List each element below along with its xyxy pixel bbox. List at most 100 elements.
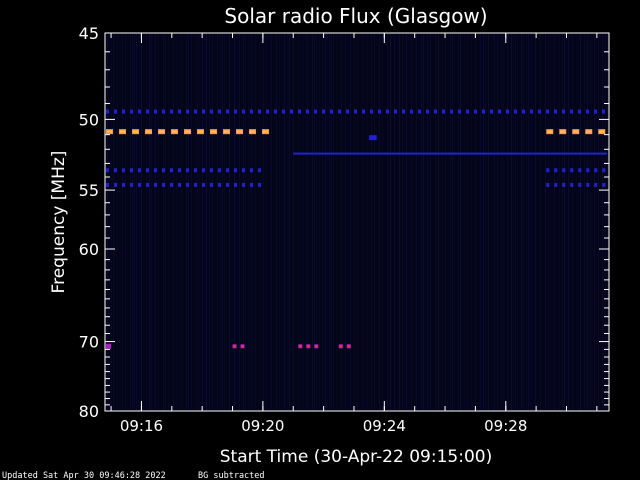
- band-segment: [194, 182, 198, 187]
- noise-streak: [263, 34, 264, 410]
- noise-streak: [276, 34, 277, 410]
- band-segment: [578, 168, 582, 173]
- background-note: BG subtracted: [198, 471, 265, 480]
- noise-streak: [374, 34, 375, 410]
- band-segment: [482, 109, 486, 114]
- noise-streak: [209, 34, 210, 410]
- band-segment: [122, 109, 126, 114]
- band-segment: [218, 168, 222, 173]
- noise-streak: [229, 34, 230, 410]
- noise-streak: [559, 34, 560, 410]
- noise-streak: [243, 34, 244, 410]
- y-tick-label: 45: [79, 24, 99, 43]
- band-segment: [426, 109, 430, 114]
- noise-streak: [333, 34, 334, 410]
- band-segment: [602, 168, 606, 173]
- updated-timestamp: Updated Sat Apr 30 09:46:28 2022: [2, 471, 166, 480]
- band-segment: [514, 109, 518, 114]
- noise-streak: [594, 34, 595, 410]
- noise-streak: [554, 34, 555, 410]
- noise-streak: [173, 34, 174, 410]
- band-core: [107, 130, 113, 133]
- band-segment: [242, 109, 246, 114]
- noise-streak: [523, 34, 524, 410]
- band-segment: [178, 182, 182, 187]
- x-axis: 09:16 09:20 09:24 09:28: [110, 33, 598, 435]
- noise-streak: [467, 34, 468, 410]
- noise-streak: [430, 34, 431, 410]
- emission-bands: [106, 109, 607, 349]
- band-segment: [106, 343, 112, 349]
- band-segment: [186, 182, 190, 187]
- noise-streak: [517, 34, 518, 410]
- band-core: [263, 130, 269, 133]
- band-segment: [522, 109, 526, 114]
- noise-streak: [271, 34, 272, 410]
- noise-streak: [322, 34, 323, 410]
- noise-streak: [113, 34, 114, 410]
- band-segment: [506, 109, 510, 114]
- band-segment: [282, 109, 286, 114]
- plot-frame: [104, 32, 610, 412]
- band-segment: [226, 182, 230, 187]
- noise-streak: [607, 34, 608, 410]
- noise-streak: [526, 34, 527, 410]
- band-segment: [362, 109, 366, 114]
- noise-streak: [111, 34, 112, 410]
- noise-streak: [279, 34, 280, 410]
- noise-streak: [284, 34, 285, 410]
- noise-streak: [483, 34, 484, 410]
- band-segment: [554, 109, 558, 114]
- noise-streak: [350, 34, 351, 410]
- noise-streak: [336, 34, 337, 410]
- noise-streak: [471, 34, 472, 410]
- band-segment: [586, 182, 590, 187]
- noise-streak: [454, 34, 455, 410]
- noise-streak: [494, 34, 495, 410]
- band-segment: [474, 109, 478, 114]
- noise-streak: [117, 34, 118, 410]
- noise-streak: [406, 34, 407, 410]
- y-tick-label: 60: [79, 240, 99, 259]
- noise-streak: [531, 34, 532, 410]
- band-core: [159, 130, 165, 133]
- band-segment: [162, 168, 166, 173]
- band-segment: [226, 168, 230, 173]
- band-segment: [293, 152, 607, 155]
- noise-streak: [602, 34, 603, 410]
- noise-streak: [460, 34, 461, 410]
- band-segment: [418, 109, 422, 114]
- band-segment: [538, 109, 542, 114]
- noise-streak: [485, 34, 486, 410]
- band-segment: [186, 109, 190, 114]
- noise-streak: [312, 34, 313, 410]
- band-core: [347, 345, 350, 348]
- noise-streak: [438, 34, 439, 410]
- noise-streak: [390, 34, 391, 410]
- band-segment: [202, 182, 206, 187]
- band-segment: [466, 109, 470, 114]
- band-segment: [578, 182, 582, 187]
- noise-streak: [503, 34, 504, 410]
- noise-streak: [158, 34, 159, 410]
- band-segment: [594, 109, 598, 114]
- band-segment: [242, 168, 246, 173]
- band-segment: [570, 182, 574, 187]
- band-segment: [210, 182, 214, 187]
- band-segment: [562, 182, 566, 187]
- noise-streak: [298, 34, 299, 410]
- noise-streak: [576, 34, 577, 410]
- noise-streak: [371, 34, 372, 410]
- band-segment: [234, 109, 238, 114]
- noise-streak: [492, 34, 493, 410]
- band-segment: [386, 109, 390, 114]
- noise-streak: [399, 34, 400, 410]
- noise-streak: [220, 34, 221, 410]
- band-segment: [146, 168, 150, 173]
- band-segment: [106, 168, 110, 173]
- band-segment: [554, 182, 558, 187]
- band-segment: [578, 109, 582, 114]
- band-segment: [146, 182, 150, 187]
- band-core: [547, 130, 553, 133]
- noise-streak: [387, 34, 388, 410]
